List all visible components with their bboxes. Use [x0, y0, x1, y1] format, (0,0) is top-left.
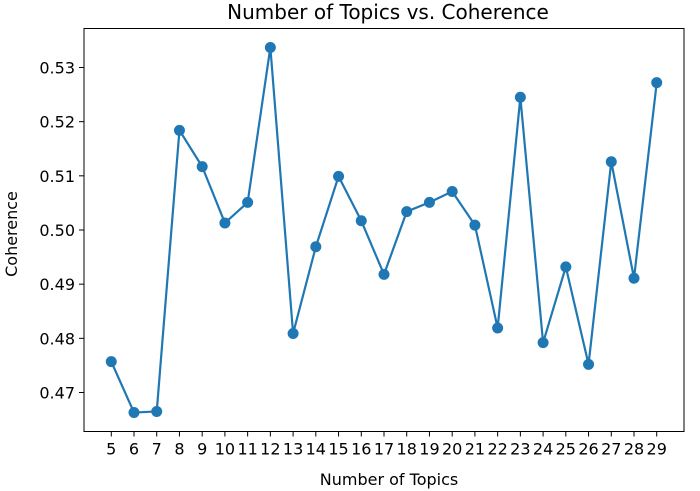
data-point	[469, 219, 481, 231]
data-point	[196, 161, 208, 173]
data-point	[264, 41, 276, 53]
y-axis-label: Coherence	[2, 191, 21, 277]
data-point	[401, 206, 413, 218]
x-tick-label: 9	[197, 440, 207, 459]
data-point	[310, 241, 322, 253]
data-point	[333, 170, 345, 182]
x-tick-label: 15	[328, 440, 348, 459]
data-point	[128, 407, 140, 419]
plot-area	[83, 28, 685, 432]
x-tick-label: 18	[397, 440, 417, 459]
data-point	[583, 358, 595, 370]
data-point	[355, 215, 367, 227]
data-point	[105, 356, 117, 368]
data-point	[628, 272, 640, 284]
x-tick-label: 29	[647, 440, 667, 459]
data-point	[537, 337, 549, 349]
x-tick-label: 16	[351, 440, 371, 459]
data-point	[446, 186, 458, 198]
data-point	[651, 77, 663, 89]
data-point	[560, 261, 572, 273]
data-point	[219, 217, 231, 229]
y-tick-label: 0.52	[39, 113, 75, 132]
x-tick-label: 23	[510, 440, 530, 459]
x-tick-label: 10	[215, 440, 235, 459]
data-point	[492, 322, 504, 334]
x-tick-label: 8	[174, 440, 184, 459]
data-point	[514, 91, 526, 103]
data-point	[151, 405, 163, 417]
x-tick-label: 13	[283, 440, 303, 459]
x-tick-label: 28	[624, 440, 644, 459]
x-tick-label: 21	[465, 440, 485, 459]
x-tick-label: 26	[578, 440, 598, 459]
x-axis: 5 6 7 8 9 10 11 12 13 14 15 16 17 18 19 20 21 22 23 24 25 26 2…	[106, 431, 667, 459]
data-point	[242, 196, 254, 208]
data-point	[605, 156, 617, 168]
y-tick-label: 0.47	[39, 384, 75, 403]
chart-title: Number of Topics vs. Coherence	[227, 0, 549, 24]
data-point	[173, 124, 185, 136]
y-axis: 0.47 0.48 0.49 0.50 0.51 0.52 0.53	[39, 59, 84, 403]
series-line	[110, 46, 658, 414]
x-tick-label: 14	[306, 440, 326, 459]
y-tick-label: 0.53	[39, 59, 75, 78]
x-tick-label: 7	[152, 440, 162, 459]
y-tick-label: 0.51	[39, 167, 75, 186]
x-tick-label: 27	[601, 440, 621, 459]
x-tick-label: 24	[533, 440, 553, 459]
x-tick-label: 22	[487, 440, 507, 459]
x-tick-label: 20	[442, 440, 462, 459]
series-group	[105, 41, 663, 419]
x-tick-label: 25	[556, 440, 576, 459]
x-tick-label: 17	[374, 440, 394, 459]
x-tick-label: 19	[419, 440, 439, 459]
x-tick-label: 12	[260, 440, 280, 459]
data-point	[378, 268, 390, 280]
x-axis-label: Number of Topics	[320, 470, 458, 489]
y-tick-label: 0.50	[39, 221, 75, 240]
data-point	[423, 196, 435, 208]
x-tick-label: 5	[106, 440, 116, 459]
x-tick-label: 6	[129, 440, 139, 459]
y-tick-label: 0.48	[39, 329, 75, 348]
x-tick-label: 11	[237, 440, 257, 459]
data-point	[287, 327, 299, 339]
y-tick-label: 0.49	[39, 275, 75, 294]
